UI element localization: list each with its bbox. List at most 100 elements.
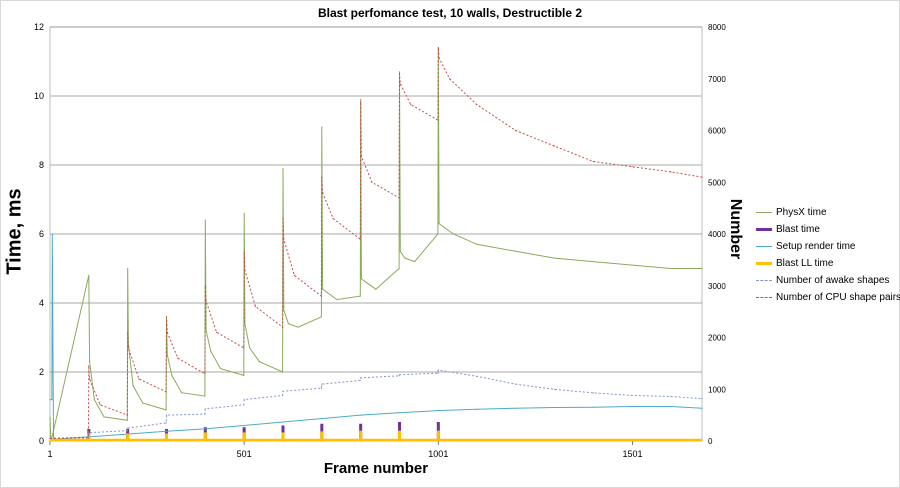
series-number-of-cpu-shape-pairs-point — [592, 160, 594, 163]
series-number-of-awake-shapes-point — [243, 404, 245, 406]
series-physx-time-point — [398, 71, 401, 73]
series-number-of-cpu-shape-pairs-point — [322, 192, 324, 194]
series-number-of-cpu-shape-pairs-point — [448, 78, 451, 80]
x-axis-title: Frame number — [323, 460, 429, 477]
series-number-of-cpu-shape-pairs-point — [99, 404, 101, 406]
series-physx-time-line — [49, 47, 702, 441]
series-setup-render-time-point — [592, 406, 594, 408]
series-setup-render-time-point — [359, 414, 361, 416]
series-number-of-cpu-shape-pairs-line — [49, 47, 703, 439]
series-number-of-awake-shapes-point — [282, 390, 284, 392]
series-number-of-cpu-shape-pairs-point — [553, 145, 556, 147]
y-tick-label: 4 — [39, 298, 44, 308]
series-number-of-cpu-shape-pairs-point — [398, 72, 401, 75]
series-number-of-cpu-shape-pairs-point — [360, 101, 362, 103]
y-tick-label: 2 — [39, 367, 44, 377]
series-setup-render-time-point — [49, 399, 51, 401]
series-number-of-awake-shapes-point — [515, 383, 517, 385]
legend-swatch — [756, 262, 772, 265]
series-number-of-awake-shapes-point — [437, 369, 439, 371]
series-number-of-cpu-shape-pairs-point — [371, 181, 373, 183]
legend-swatch — [756, 297, 772, 298]
y2-tick-label: 4000 — [708, 230, 726, 239]
x-tick-label: 501 — [237, 449, 252, 459]
legend-item: Blast LL time — [756, 255, 900, 272]
series-number-of-awake-shapes-point — [127, 427, 129, 429]
y2-tick-label: 2000 — [708, 334, 726, 343]
series-physx-time-point — [336, 298, 338, 301]
series-number-of-cpu-shape-pairs-point — [398, 197, 400, 199]
series-setup-render-time-point — [631, 405, 633, 408]
series-physx-time-point — [132, 385, 134, 387]
series-physx-time-point — [204, 219, 206, 221]
series-physx-time-point — [287, 323, 290, 325]
series-number-of-cpu-shape-pairs-point — [410, 104, 412, 106]
series-setup-render-time-point — [51, 399, 53, 401]
series-physx-time-point — [283, 309, 285, 311]
y2-tick-label: 6000 — [708, 127, 726, 136]
series-number-of-cpu-shape-pairs-point — [127, 347, 130, 349]
series-number-of-cpu-shape-pairs-point — [126, 414, 128, 416]
series-number-of-cpu-shape-pairs-point — [321, 176, 323, 178]
series-number-of-cpu-shape-pairs-point — [138, 378, 140, 380]
series-number-of-cpu-shape-pairs-point — [177, 357, 179, 359]
series-setup-render-time-point — [51, 233, 53, 235]
series-number-of-awake-shapes-point — [670, 395, 672, 398]
legend-label: Number of CPU shape pairs — [776, 292, 900, 303]
y2-tick-label: 1000 — [708, 385, 726, 394]
series-physx-time-point — [631, 264, 633, 266]
chart-title: Blast perfomance test, 10 walls, Destruc… — [317, 6, 583, 20]
legend: PhysX time Blast time Setup render time Bla… — [756, 204, 900, 306]
legend-item: Number of awake shapes — [756, 272, 900, 289]
series-setup-render-time-point — [701, 407, 703, 409]
series-number-of-cpu-shape-pairs-point — [438, 57, 440, 59]
series-physx-time-point — [49, 416, 51, 418]
series-number-of-cpu-shape-pairs-point — [244, 269, 246, 271]
series-number-of-cpu-shape-pairs-point — [166, 331, 168, 333]
series-number-of-awake-shapes-point — [282, 394, 284, 397]
series-number-of-awake-shapes-point — [360, 377, 362, 379]
x-tick-label: 1501 — [622, 449, 642, 459]
x-tick-label: 1001 — [428, 449, 448, 459]
series-number-of-cpu-shape-pairs-point — [205, 300, 207, 302]
series-number-of-awake-shapes-point — [592, 392, 594, 394]
series-physx-time-point — [204, 395, 206, 397]
series-physx-time-point — [181, 392, 183, 394]
series-physx-time-point — [321, 126, 323, 128]
series-setup-render-time-point — [282, 421, 284, 423]
series-number-of-cpu-shape-pairs-point — [282, 326, 284, 328]
series-physx-time-point — [88, 274, 90, 276]
series-number-of-cpu-shape-pairs-point — [282, 217, 284, 220]
legend-swatch — [756, 280, 772, 281]
series-physx-time-point — [258, 361, 260, 363]
legend-swatch — [756, 246, 772, 247]
y2-tick-label: 8000 — [708, 23, 726, 32]
legend-label: PhysX time — [776, 207, 827, 218]
series-number-of-cpu-shape-pairs-point — [243, 347, 245, 349]
series-number-of-awake-shapes-point — [88, 432, 90, 434]
series-physx-time-point — [515, 250, 517, 252]
series-number-of-cpu-shape-pairs-point — [254, 305, 257, 308]
series-number-of-cpu-shape-pairs-point — [215, 331, 218, 333]
series-number-of-cpu-shape-pairs-point — [359, 238, 361, 240]
series-setup-render-time-line — [50, 233, 703, 440]
series-physx-time-point — [248, 347, 251, 349]
series-number-of-awake-shapes-point — [165, 414, 168, 416]
series-physx-time-point — [592, 261, 594, 263]
series-physx-time-point — [438, 223, 440, 225]
series-setup-render-time-point — [670, 405, 672, 408]
series-physx-time-point — [126, 419, 128, 421]
series-physx-time-point — [93, 399, 95, 401]
series-setup-render-time-point — [437, 410, 439, 412]
series-physx-time-point — [476, 243, 478, 245]
series-number-of-awake-shapes-point — [165, 422, 167, 424]
y-tick-label: 0 — [39, 436, 44, 446]
series-number-of-cpu-shape-pairs-point — [87, 437, 90, 439]
series-number-of-cpu-shape-pairs-point — [670, 171, 672, 173]
series-setup-render-time-point — [515, 407, 517, 409]
series-physx-time-point — [359, 295, 361, 297]
legend-swatch — [756, 212, 772, 213]
series-number-of-cpu-shape-pairs-point — [399, 83, 401, 85]
series-number-of-cpu-shape-pairs-point — [320, 295, 323, 297]
